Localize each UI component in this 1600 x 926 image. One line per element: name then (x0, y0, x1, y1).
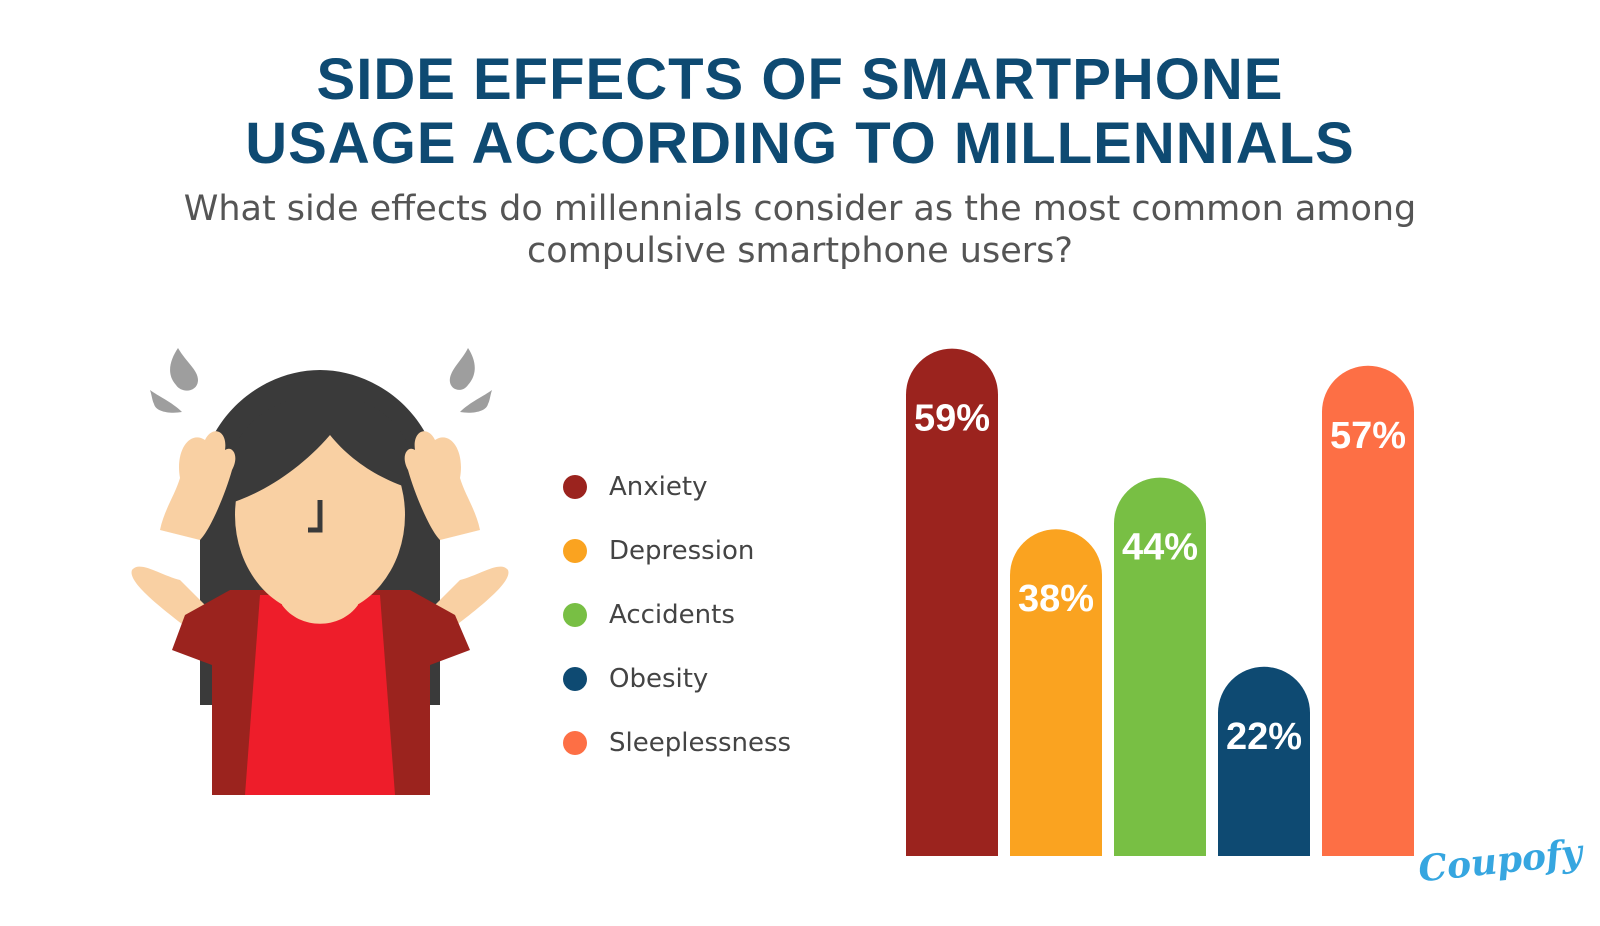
bar-accidents (1114, 477, 1206, 856)
legend-swatch-anxiety (563, 475, 587, 499)
stressed-woman-illustration (120, 330, 550, 830)
sweat-drop-left-icon (170, 348, 198, 391)
data-label-accidents: 44% (1122, 527, 1198, 569)
bar-chart: 59% 38% 44% 22% 57% (890, 330, 1450, 870)
data-label-obesity: 22% (1226, 716, 1302, 758)
subtitle-line-1: What side effects do millennials conside… (183, 189, 1417, 229)
bar-depression (1010, 529, 1102, 856)
subtitle-line-2: compulsive smartphone users? (527, 231, 1073, 271)
legend-swatch-depression (563, 539, 587, 563)
data-label-depression: 38% (1018, 578, 1094, 620)
legend-label: Sleeplessness (609, 728, 792, 758)
bar-obesity (1218, 666, 1310, 856)
legend-item-sleeplessness: Sleeplessness (563, 711, 791, 775)
legend-label: Obesity (609, 664, 709, 694)
chart-legend: Anxiety Depression Accidents Obesity Sle… (563, 455, 791, 775)
legend-swatch-accidents (563, 603, 587, 627)
title-line-2: USAGE ACCORDING TO MILLENNIALS (245, 111, 1355, 176)
legend-item-accidents: Accidents (563, 583, 791, 647)
bar-anxiety (906, 348, 998, 856)
legend-item-obesity: Obesity (563, 647, 791, 711)
legend-swatch-sleeplessness (563, 731, 587, 755)
legend-item-depression: Depression (563, 519, 791, 583)
sweat-drop-right-icon (449, 348, 475, 390)
legend-label: Accidents (609, 600, 735, 630)
chart-subtitle: What side effects do millennials conside… (0, 188, 1600, 272)
data-label-anxiety: 59% (914, 398, 990, 440)
legend-label: Depression (609, 536, 755, 566)
data-label-sleeplessness: 57% (1330, 415, 1406, 457)
sweat-drop-left-lower-icon (150, 390, 182, 413)
sweat-drop-right-lower-icon (460, 390, 492, 413)
bar-sleeplessness (1322, 365, 1414, 856)
legend-item-anxiety: Anxiety (563, 455, 791, 519)
legend-label: Anxiety (609, 472, 708, 502)
legend-swatch-obesity (563, 667, 587, 691)
chart-title: SIDE EFFECTS OF SMARTPHONE USAGE ACCORDI… (0, 48, 1600, 176)
title-line-1: SIDE EFFECTS OF SMARTPHONE (316, 47, 1284, 112)
